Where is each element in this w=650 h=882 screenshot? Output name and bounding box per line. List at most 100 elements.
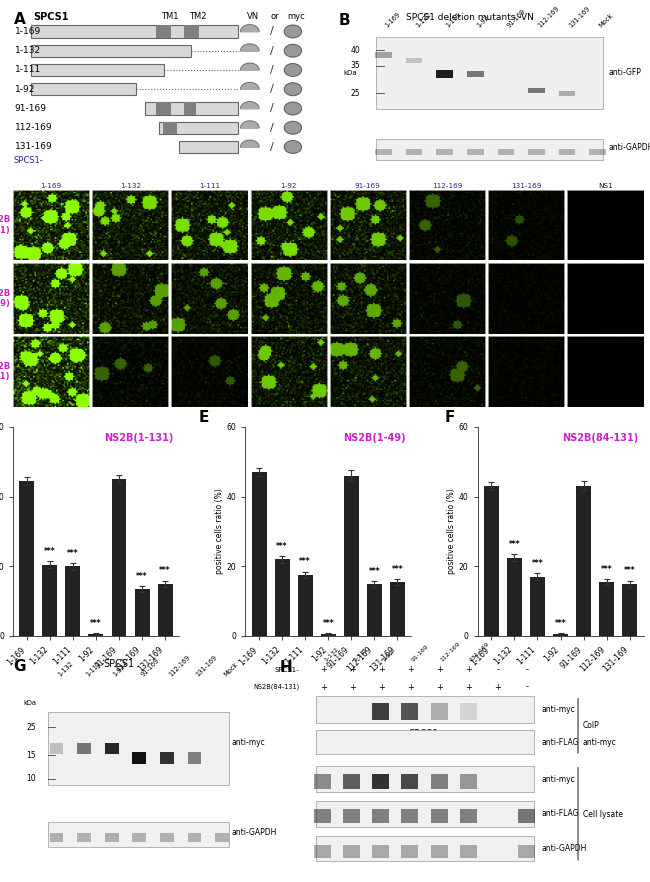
Text: 1-132: 1-132 xyxy=(57,660,75,677)
Bar xyxy=(467,149,484,155)
Text: +: + xyxy=(349,665,356,675)
Bar xyxy=(402,774,419,789)
Bar xyxy=(430,845,448,857)
Text: TM2: TM2 xyxy=(188,12,206,21)
Bar xyxy=(135,589,150,636)
Bar xyxy=(436,149,453,155)
Text: +: + xyxy=(408,683,414,691)
Text: /: / xyxy=(270,46,274,56)
Y-axis label: positive cells ratio (%): positive cells ratio (%) xyxy=(447,489,456,574)
Bar xyxy=(159,122,237,134)
Text: A: A xyxy=(14,12,25,27)
Text: E: E xyxy=(199,410,209,425)
Bar xyxy=(316,836,534,861)
Bar xyxy=(42,564,57,636)
Bar xyxy=(622,584,637,636)
Text: SPCS1 deletion mutants -VN: SPCS1 deletion mutants -VN xyxy=(406,13,534,22)
Text: +: + xyxy=(436,683,443,691)
Bar xyxy=(316,696,534,723)
Title: 1-111: 1-111 xyxy=(199,183,220,190)
Bar xyxy=(314,809,331,823)
Bar xyxy=(467,71,484,77)
Text: SPCS1: SPCS1 xyxy=(103,659,135,669)
Bar xyxy=(105,833,118,842)
Text: anti-GAPDH: anti-GAPDH xyxy=(231,828,277,837)
Bar xyxy=(314,774,331,789)
Text: 91-169: 91-169 xyxy=(14,104,47,113)
Text: +: + xyxy=(465,665,473,675)
Text: NS2B(1-49): NS2B(1-49) xyxy=(344,433,406,443)
Bar xyxy=(316,730,534,754)
Polygon shape xyxy=(240,121,259,128)
Text: or: or xyxy=(270,12,279,21)
Bar xyxy=(436,70,453,78)
Bar xyxy=(344,475,359,636)
Title: 131-169: 131-169 xyxy=(511,183,541,190)
Bar xyxy=(430,774,448,789)
Text: /: / xyxy=(270,103,274,114)
Bar xyxy=(376,36,603,108)
Text: 1-132: 1-132 xyxy=(14,46,41,56)
Bar xyxy=(375,51,392,57)
Bar xyxy=(179,141,237,153)
Bar xyxy=(133,833,146,842)
Title: 1-169: 1-169 xyxy=(40,183,62,190)
Bar xyxy=(376,139,603,160)
Bar xyxy=(31,64,164,76)
Bar xyxy=(530,577,545,636)
Title: 1-92: 1-92 xyxy=(280,183,297,190)
Bar xyxy=(402,703,419,720)
Text: 91-169: 91-169 xyxy=(140,657,161,677)
Text: NS2B(84-131): NS2B(84-131) xyxy=(253,684,299,691)
Text: SPCS1-: SPCS1- xyxy=(176,729,209,738)
Bar xyxy=(460,845,476,857)
Text: ***: *** xyxy=(276,542,288,550)
Text: SPCS1-: SPCS1- xyxy=(274,667,299,673)
Bar xyxy=(406,149,423,155)
Text: 131-169: 131-169 xyxy=(195,654,218,677)
Bar xyxy=(31,45,191,56)
Text: /: / xyxy=(270,142,274,152)
Text: 25: 25 xyxy=(350,89,360,98)
Bar xyxy=(88,634,103,636)
Bar xyxy=(188,752,202,764)
Circle shape xyxy=(284,140,302,153)
Text: +: + xyxy=(378,665,385,675)
Text: 91-169: 91-169 xyxy=(506,8,527,28)
Text: -: - xyxy=(526,683,528,691)
Text: ***: *** xyxy=(369,567,380,576)
Bar xyxy=(48,822,229,847)
Text: 35: 35 xyxy=(350,61,360,71)
Text: 112-169: 112-169 xyxy=(14,123,52,132)
Text: SPCS1: SPCS1 xyxy=(33,12,68,22)
Text: 112-169: 112-169 xyxy=(537,4,560,28)
Text: /: / xyxy=(270,84,274,94)
Text: ***: *** xyxy=(300,557,311,566)
Text: 10: 10 xyxy=(27,774,36,783)
Text: +: + xyxy=(465,683,473,691)
Text: kDa: kDa xyxy=(344,70,358,76)
Text: ***: *** xyxy=(136,572,148,581)
Text: ***: *** xyxy=(554,619,566,628)
Bar xyxy=(553,634,568,636)
Y-axis label: NS2B
(1-49): NS2B (1-49) xyxy=(0,288,10,308)
Text: 1-92: 1-92 xyxy=(476,13,491,28)
Bar xyxy=(402,809,419,823)
Text: anti-myc: anti-myc xyxy=(231,738,265,747)
Bar xyxy=(156,102,172,115)
Text: ***: *** xyxy=(532,559,543,568)
Text: B: B xyxy=(339,13,350,28)
Text: anti-myc: anti-myc xyxy=(541,775,575,784)
Bar xyxy=(252,472,266,636)
Bar xyxy=(31,26,237,38)
Bar xyxy=(316,766,534,792)
Text: 1-111: 1-111 xyxy=(14,65,41,74)
Circle shape xyxy=(284,122,302,134)
Title: 91-169: 91-169 xyxy=(355,183,381,190)
Bar xyxy=(507,557,522,636)
Text: ***: *** xyxy=(67,549,79,557)
Bar xyxy=(160,833,174,842)
Bar xyxy=(184,26,199,38)
Bar xyxy=(402,845,419,857)
Text: 1-92: 1-92 xyxy=(382,649,395,663)
